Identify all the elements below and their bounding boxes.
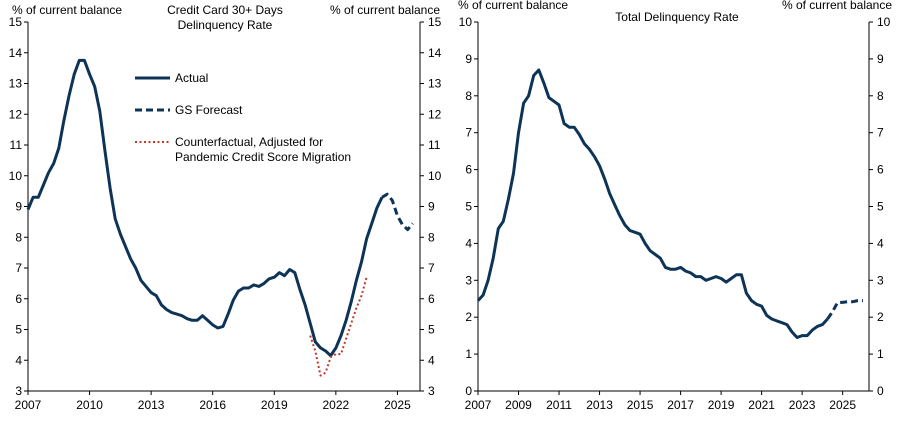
x-tick-label: 2013 [138,398,165,412]
y-tick-label-left: 7 [465,126,472,140]
y-tick-label-right: 10 [428,169,442,183]
y-tick-label-left: 10 [459,15,473,29]
y-tick-label-left: 0 [465,384,472,398]
x-tick-label: 2019 [261,398,288,412]
y-axis-label-left: % of current balance [12,3,122,17]
y-tick-label-left: 9 [465,52,472,66]
y-tick-label-left: 1 [465,347,472,361]
legend-label: Counterfactual, Adjusted for [175,135,323,149]
y-tick-label-left: 8 [15,230,22,244]
series-line-dashed [381,192,414,232]
y-tick-label-right: 8 [428,230,435,244]
y-tick-label-right: 1 [877,347,884,361]
x-tick-label: 2010 [76,398,103,412]
chart-title-line1: Credit Card 30+ Days [167,3,283,17]
y-tick-label-left: 8 [465,89,472,103]
y-tick-label-right: 3 [877,273,884,287]
y-tick-label-left: 6 [465,163,472,177]
y-tick-label-right: 12 [428,107,442,121]
x-tick-label: 2016 [199,398,226,412]
legend-label: GS Forecast [175,103,243,117]
y-tick-label-right: 3 [428,384,435,398]
x-tick-label: 2013 [586,398,613,412]
y-tick-label-right: 4 [877,236,884,250]
y-tick-label-left: 4 [465,236,472,250]
y-tick-label-right: 9 [428,200,435,214]
y-tick-label-left: 5 [465,200,472,214]
series-lines [476,68,863,339]
y-tick-label-right: 0 [877,384,884,398]
total-delinquency-chart: Total Delinquency Rate % of current bala… [458,0,892,412]
axes: 0 0 1 1 2 2 3 3 4 4 5 5 6 6 7 7 8 8 9 9 10 10 2007 2009 2011 2013… [459,15,891,412]
y-tick-label-left: 13 [9,77,23,91]
y-tick-label-left: 5 [15,323,22,337]
y-axis-label-right: % of current balance [330,3,440,17]
y-tick-label-right: 2 [877,310,884,324]
y-tick-label-left: 3 [465,273,472,287]
x-tick-label: 2025 [384,398,411,412]
x-tick-label: 2007 [465,398,492,412]
x-tick-label: 2017 [667,398,694,412]
y-tick-label-right: 13 [428,77,442,91]
y-axis-label-right: % of current balance [782,0,892,12]
y-tick-label-left: 11 [10,138,23,152]
x-tick-label: 2015 [627,398,654,412]
series-line-solid [476,68,829,339]
series-line-dotted [309,276,368,377]
y-tick-label-right: 5 [877,200,884,214]
y-tick-label-right: 14 [428,46,442,60]
credit-card-delinquency-chart: Credit Card 30+ Days Delinquency Rate % … [9,3,442,412]
legend-label: Actual [175,71,208,85]
legend: Actual GS Forecast Counterfactual, Adjuste… [135,71,351,164]
y-tick-label-right: 6 [428,292,435,306]
legend-label: Pandemic Credit Score Migration [175,150,351,164]
y-tick-label-right: 7 [877,126,884,140]
y-tick-label-left: 3 [15,384,22,398]
y-tick-label-left: 15 [9,15,23,29]
y-tick-label-left: 9 [15,200,22,214]
x-tick-label: 2022 [323,398,350,412]
y-tick-label-left: 12 [9,107,23,121]
series-line-dashed [826,299,863,320]
y-tick-label-left: 4 [15,353,22,367]
y-axis-label-left: % of current balance [458,0,568,12]
y-tick-label-right: 9 [877,52,884,66]
x-tick-label: 2021 [748,398,775,412]
series-lines [26,58,414,377]
y-tick-label-left: 14 [9,46,23,60]
y-tick-label-left: 7 [15,261,22,275]
x-tick-label: 2019 [708,398,735,412]
x-tick-label: 2007 [15,398,42,412]
x-tick-label: 2011 [546,398,572,412]
y-tick-label-right: 10 [877,15,891,29]
y-tick-label-right: 4 [428,353,435,367]
y-tick-label-right: 5 [428,323,435,337]
y-tick-label-left: 2 [465,310,472,324]
x-tick-label: 2025 [829,398,856,412]
y-tick-label-right: 15 [428,15,442,29]
y-tick-label-right: 6 [877,163,884,177]
chart-title-line2: Delinquency Rate [178,18,273,32]
axes: 3 3 4 4 5 5 6 6 7 7 8 8 9 9 10 10 11 11 12 12 13 13 14 14 15 15 20… [9,15,442,412]
y-tick-label-right: 8 [877,89,884,103]
y-tick-label-left: 6 [15,292,22,306]
chart-title: Total Delinquency Rate [615,10,739,24]
x-tick-label: 2009 [505,398,532,412]
y-tick-label-left: 10 [9,169,23,183]
y-tick-label-right: 7 [428,261,435,275]
y-tick-label-right: 11 [428,138,441,152]
series-line-solid [26,58,384,358]
x-tick-label: 2023 [789,398,816,412]
